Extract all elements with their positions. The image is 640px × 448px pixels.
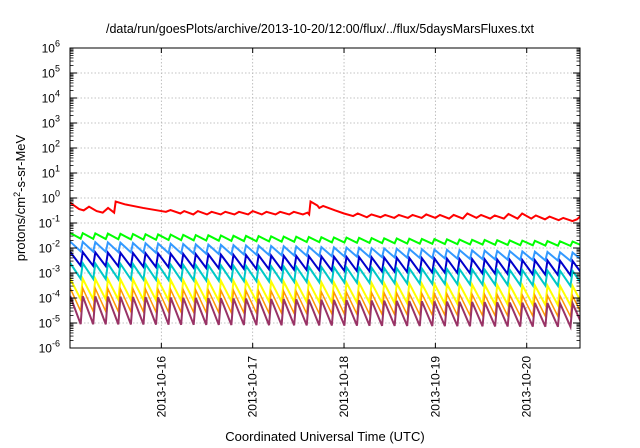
y-tick-label-exp-7: 1 — [55, 164, 60, 174]
series-line-2 — [70, 239, 580, 263]
y-tick-label-10: 104 — [42, 89, 60, 106]
y-tick-label-base-5: 10 — [39, 217, 53, 231]
y-tick-label-4: 10-2 — [39, 239, 60, 256]
y-tick-label-exp-4: -2 — [52, 239, 60, 249]
y-tick-label-1: 10-5 — [39, 314, 60, 331]
y-tick-label-exp-10: 4 — [55, 89, 60, 99]
y-tick-label-12: 106 — [42, 39, 60, 56]
y-tick-label-2: 10-4 — [39, 289, 60, 306]
plot-background — [70, 48, 580, 348]
y-tick-label-exp-2: -4 — [52, 289, 60, 299]
series-line-3 — [70, 249, 580, 278]
y-tick-label-base-1: 10 — [39, 317, 53, 331]
x-tick-label-3: 2013-10-19 — [428, 356, 442, 418]
y-tick-label-exp-12: 6 — [55, 39, 60, 49]
chart-title: /data/run/goesPlots/archive/2013-10-20/1… — [105, 22, 534, 36]
y-tick-label-11: 105 — [42, 64, 60, 81]
y-axis-label-pre: protons/cm — [13, 197, 28, 261]
series-line-4 — [70, 260, 580, 289]
y-tick-label-base-8: 10 — [42, 142, 56, 156]
y-tick-label-base-4: 10 — [39, 242, 53, 256]
y-tick-label-base-10: 10 — [42, 92, 56, 106]
series-line-0 — [70, 199, 580, 223]
y-tick-label-8: 102 — [42, 139, 60, 156]
series-group — [70, 199, 580, 331]
y-tick-label-5: 10-1 — [39, 214, 60, 231]
x-axis-label: Coordinated Universal Time (UTC) — [225, 429, 425, 444]
y-tick-label-6: 100 — [42, 189, 60, 206]
y-tick-label-exp-5: -1 — [52, 214, 60, 224]
x-tick-label-2: 2013-10-18 — [337, 356, 351, 418]
y-tick-label-9: 103 — [42, 114, 60, 131]
series-line-1 — [70, 231, 580, 248]
y-tick-label-exp-3: -3 — [52, 264, 60, 274]
y-tick-label-7: 101 — [42, 164, 60, 181]
y-tick-label-3: 10-3 — [39, 264, 60, 281]
y-tick-label-base-7: 10 — [42, 167, 56, 181]
y-tick-label-base-0: 10 — [39, 342, 53, 356]
y-tick-label-base-6: 10 — [42, 192, 56, 206]
y-tick-label-exp-11: 5 — [55, 64, 60, 74]
series-line-7 — [70, 295, 580, 331]
y-tick-label-exp-9: 3 — [55, 114, 60, 124]
y-axis-label-post: -s-sr-MeV — [13, 134, 28, 191]
ticks: 2013-10-16 2013-10-17 2013-10-18 2013-10-19… — [39, 39, 580, 418]
series-line-5 — [70, 275, 580, 309]
y-tick-label-base-9: 10 — [42, 117, 56, 131]
y-tick-label-base-3: 10 — [39, 267, 53, 281]
y-tick-label-exp-8: 2 — [55, 139, 60, 149]
y-tick-label-base-12: 10 — [42, 42, 56, 56]
y-tick-label-exp-1: -5 — [52, 314, 60, 324]
x-tick-label-4: 2013-10-20 — [520, 356, 534, 418]
y-tick-label-base-11: 10 — [42, 67, 56, 81]
x-tick-label-1: 2013-10-17 — [246, 356, 260, 418]
y-tick-label-0: 10-6 — [39, 339, 60, 356]
y-axis-label: protons/cm2-s-sr-MeV — [12, 134, 28, 261]
y-tick-label-exp-0: -6 — [52, 339, 60, 349]
x-tick-label-0: 2013-10-16 — [154, 356, 168, 418]
y-axis-label-sup: 2 — [12, 192, 22, 197]
y-tick-label-exp-6: 0 — [55, 189, 60, 199]
y-tick-label-base-2: 10 — [39, 292, 53, 306]
